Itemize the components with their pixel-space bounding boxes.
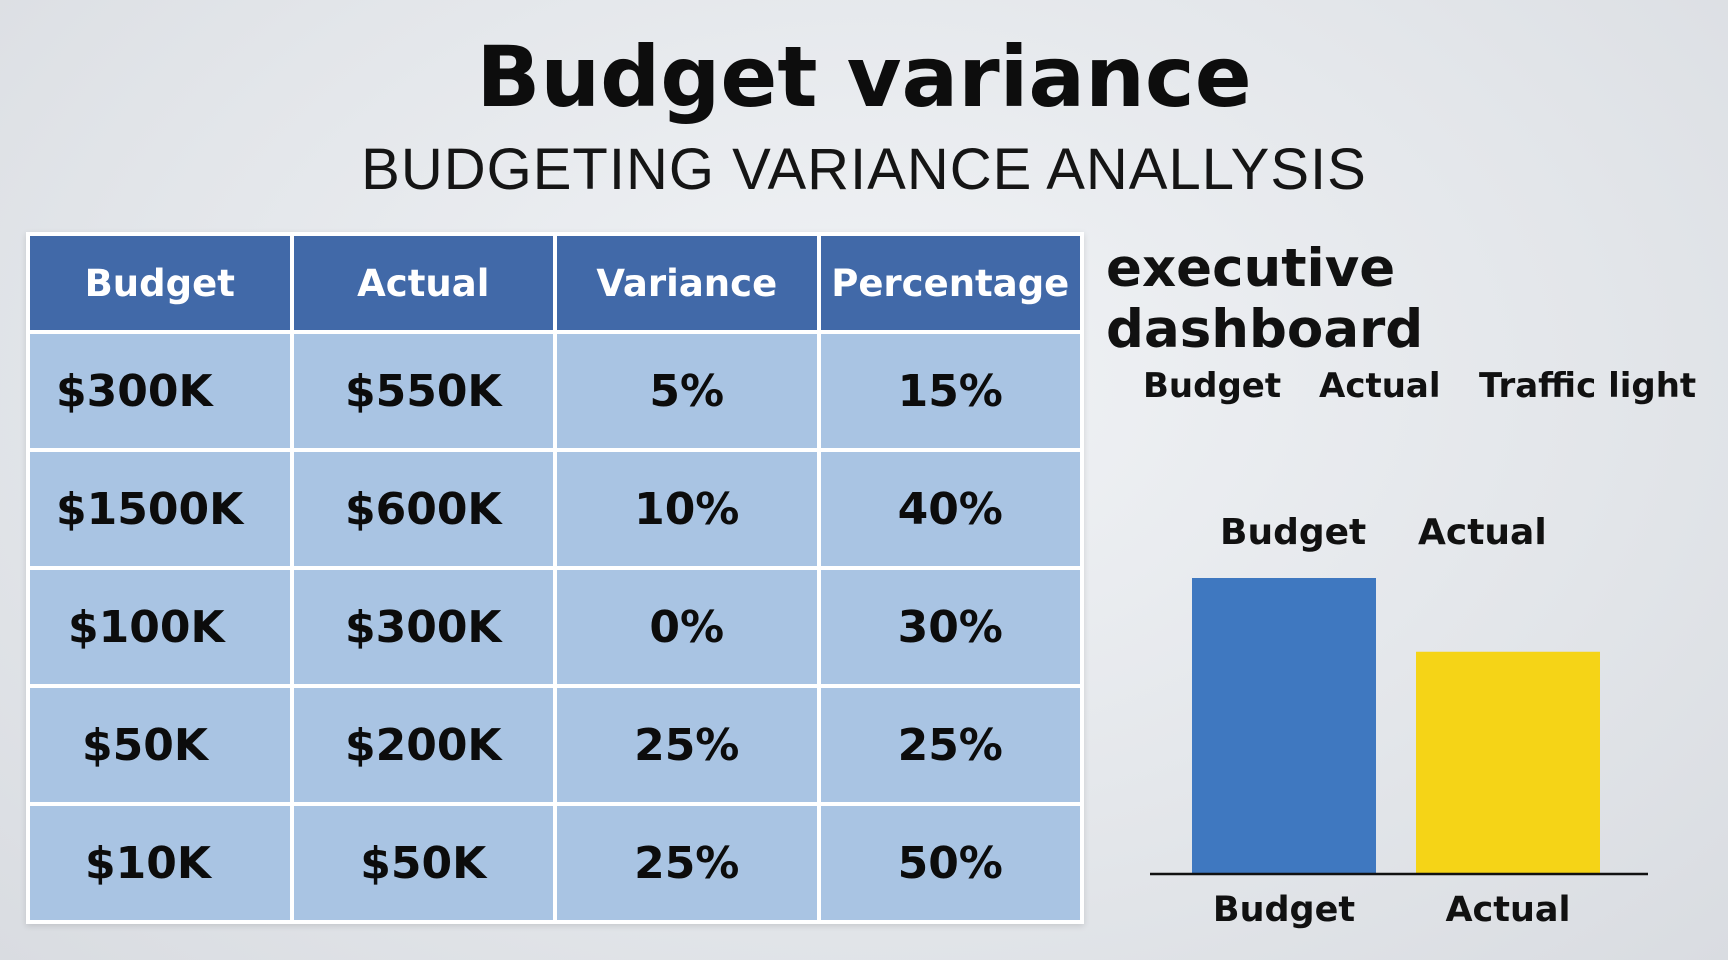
variance-bar-chart: Budget Actual xyxy=(1150,578,1648,930)
cell-percentage: 40% xyxy=(820,452,1080,566)
cell-percentage: 25% xyxy=(820,688,1080,802)
dashboard-title: executive dashboard xyxy=(1106,238,1424,360)
column-header-percentage: Percentage xyxy=(820,236,1080,330)
cell-budget: $10K xyxy=(30,806,290,920)
cell-actual: $300K xyxy=(293,570,553,684)
cell-percentage: 30% xyxy=(820,570,1080,684)
page-subtitle: BUDGETING VARIANCE ANALLYSIS xyxy=(361,137,1367,202)
legend-item-traffic-light: Traffic light xyxy=(1479,366,1697,406)
cell-budget: $100K xyxy=(30,570,290,684)
bar-budget xyxy=(1192,578,1376,873)
variance-table: Budget Actual Variance Percentage $300K … xyxy=(26,232,1084,924)
x-tick-label-budget: Budget xyxy=(1213,890,1355,930)
table-row: $1500K $600K 10% 40% xyxy=(30,452,1080,566)
cell-percentage: 50% xyxy=(820,806,1080,920)
cell-variance: 25% xyxy=(557,688,817,802)
legend-item-budget: Budget xyxy=(1143,366,1282,406)
cell-variance: 5% xyxy=(557,334,817,448)
cell-actual: $600K xyxy=(293,452,553,566)
table-row: $300K $550K 5% 15% xyxy=(30,334,1080,448)
cell-variance: 25% xyxy=(557,806,817,920)
bar-top-label-budget: Budget xyxy=(1220,512,1367,553)
cell-variance: 0% xyxy=(557,570,817,684)
table-header-row: Budget Actual Variance Percentage xyxy=(30,236,1080,330)
x-tick-label-actual: Actual xyxy=(1445,890,1570,930)
table-row: $50K $200K 25% 25% xyxy=(30,688,1080,802)
table-row: $10K $50K 25% 50% xyxy=(30,806,1080,920)
variance-table-grid: Budget Actual Variance Percentage $300K … xyxy=(26,232,1084,924)
bar-top-label-actual: Actual xyxy=(1418,512,1547,553)
cell-actual: $550K xyxy=(293,334,553,448)
page-title: Budget variance xyxy=(476,28,1252,126)
legend-item-actual: Actual xyxy=(1319,366,1441,406)
cell-budget: $50K xyxy=(30,688,290,802)
cell-budget: $1500K xyxy=(30,452,290,566)
bar-actual xyxy=(1416,651,1600,873)
table-row: $100K $300K 0% 30% xyxy=(30,570,1080,684)
column-header-budget: Budget xyxy=(30,236,290,330)
column-header-actual: Actual xyxy=(293,236,553,330)
cell-actual: $200K xyxy=(293,688,553,802)
cell-budget: $300K xyxy=(30,334,290,448)
cell-variance: 10% xyxy=(557,452,817,566)
column-header-variance: Variance xyxy=(557,236,817,330)
cell-actual: $50K xyxy=(293,806,553,920)
cell-percentage: 15% xyxy=(820,334,1080,448)
